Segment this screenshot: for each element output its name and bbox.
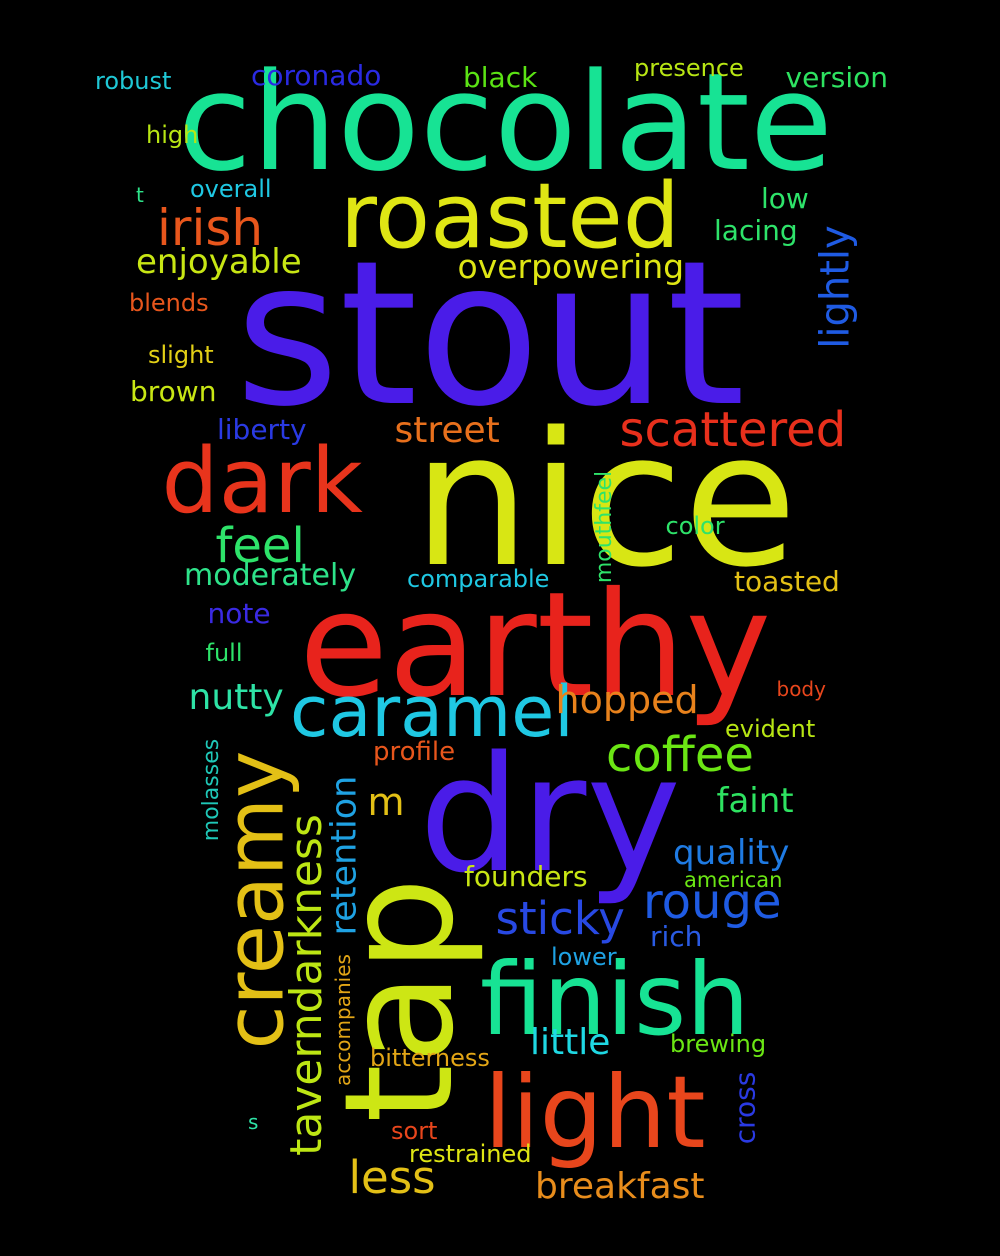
word-breakfast: breakfast xyxy=(535,1166,705,1207)
word-enjoyable: enjoyable xyxy=(136,242,302,282)
word-light: light xyxy=(484,1054,706,1171)
word-full: full xyxy=(205,639,243,667)
word-lower: lower xyxy=(551,943,617,971)
word-stout: stout xyxy=(235,218,746,451)
word-color: color xyxy=(665,512,725,540)
word-nutty: nutty xyxy=(188,677,284,718)
word-note: note xyxy=(207,597,271,630)
word-irish: irish xyxy=(157,199,264,257)
word-robust: robust xyxy=(95,67,172,95)
word-moderately: moderately xyxy=(184,558,357,593)
word-t: t xyxy=(136,183,144,207)
word-molasses: molasses xyxy=(199,738,225,842)
word-bitterness: bitterness xyxy=(370,1044,490,1072)
word-rich: rich xyxy=(650,920,703,953)
word-rouge: rouge xyxy=(643,874,782,930)
word-brewing: brewing xyxy=(670,1030,767,1058)
word-profile: profile xyxy=(373,737,456,767)
word-taverndarkness: taverndarkness xyxy=(280,814,332,1156)
word-street: street xyxy=(394,410,500,451)
word-coronado: coronado xyxy=(251,59,382,92)
word-low: low xyxy=(761,182,809,215)
word-american: american xyxy=(684,867,783,892)
word-chocolate: chocolate xyxy=(177,43,833,201)
word-caramel: caramel xyxy=(290,671,574,753)
word-finish: finish xyxy=(480,941,750,1058)
word-restrained: restrained xyxy=(409,1140,532,1168)
word-m: m xyxy=(367,780,405,824)
word-accompanies: accompanies xyxy=(330,954,355,1086)
word-quality: quality xyxy=(673,833,790,873)
word-blends: blends xyxy=(129,289,209,317)
word-little: little xyxy=(530,1022,611,1063)
word-overall: overall xyxy=(190,175,272,203)
word-dry: dry xyxy=(419,721,682,908)
word-dark: dark xyxy=(161,429,363,534)
word-comparable: comparable xyxy=(407,565,550,593)
word-high: high xyxy=(146,121,199,149)
word-body: body xyxy=(776,677,826,701)
word-nice: nice xyxy=(413,391,798,608)
word-sticky: sticky xyxy=(495,891,625,945)
word-black: black xyxy=(463,61,538,94)
word-less: less xyxy=(348,1150,436,1204)
word-founders: founders xyxy=(464,860,588,893)
word-sort: sort xyxy=(391,1117,438,1145)
word-faint: faint xyxy=(716,781,794,821)
word-roasted: roasted xyxy=(340,164,680,269)
word-s: s xyxy=(248,1110,259,1134)
word-scattered: scattered xyxy=(619,402,847,458)
word-retention: retention xyxy=(324,775,365,935)
word-presence: presence xyxy=(634,54,744,82)
word-evident: evident xyxy=(725,715,816,743)
word-liberty: liberty xyxy=(217,413,307,446)
word-feel: feel xyxy=(215,518,305,574)
word-mouthfeel: mouthfeel xyxy=(592,470,618,584)
word-cross: cross xyxy=(727,1071,761,1145)
word-version: version xyxy=(785,61,889,94)
word-coffee: coffee xyxy=(606,727,754,783)
word-toasted: toasted xyxy=(734,565,840,598)
word-earthy: earthy xyxy=(299,560,772,730)
word-overpowering: overpowering xyxy=(457,246,685,286)
word-lightly: lightly xyxy=(812,225,859,349)
word-hopped: hopped xyxy=(555,678,699,722)
word-brown: brown xyxy=(130,375,217,408)
word-slight: slight xyxy=(148,341,214,369)
word-lacing: lacing xyxy=(714,214,798,247)
